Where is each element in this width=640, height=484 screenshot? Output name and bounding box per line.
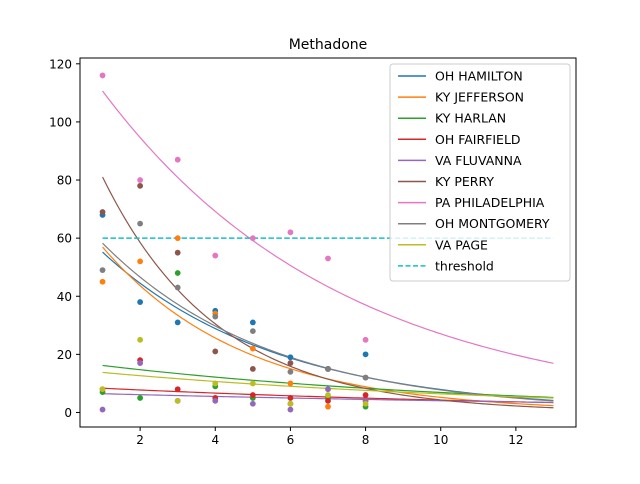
data-point-oh-montgomery	[362, 374, 369, 381]
legend-label-pa-philadelphia: PA PHILADELPHIA	[435, 195, 545, 210]
legend-label-oh-hamilton: OH HAMILTON	[435, 69, 523, 84]
data-point-pa-philadelphia	[362, 336, 369, 343]
data-point-oh-fairfield	[362, 392, 369, 398]
y-tick-label: 20	[57, 348, 72, 362]
x-tick-label: 10	[433, 433, 448, 447]
chart-title: Methadone	[289, 37, 368, 53]
y-tick-label: 80	[57, 174, 72, 188]
data-point-ky-jefferson	[174, 235, 181, 242]
data-point-ky-perry	[212, 348, 219, 355]
data-point-oh-fairfield	[325, 397, 331, 404]
legend-label-threshold: threshold	[435, 258, 494, 273]
legend-label-oh-montgomery: OH MONTGOMERY	[435, 216, 550, 231]
data-point-va-page	[99, 386, 106, 393]
y-tick-label: 40	[57, 290, 72, 304]
x-tick-label: 8	[362, 433, 370, 447]
plot-frame	[79, 57, 577, 428]
data-point-va-page	[174, 397, 181, 404]
data-point-oh-montgomery	[287, 368, 294, 375]
y-tick-label: 120	[49, 57, 72, 71]
fit-line-pa-philadelphia	[102, 90, 554, 364]
data-point-va-page	[287, 400, 294, 407]
data-point-pa-philadelphia	[174, 156, 181, 163]
data-point-pa-philadelphia	[99, 72, 106, 79]
data-point-va-page	[362, 400, 369, 407]
x-tick-label: 4	[211, 433, 219, 447]
data-point-oh-fairfield	[287, 395, 294, 401]
data-point-ky-perry	[287, 360, 294, 366]
data-point-va-page	[137, 336, 144, 343]
legend-label-va-page: VA PAGE	[435, 237, 488, 252]
data-point-va-page	[249, 380, 256, 387]
legend-box	[389, 63, 571, 282]
data-point-va-fluvanna	[212, 397, 219, 404]
legend-label-ky-harlan: KY HARLAN	[435, 111, 506, 126]
y-tick-label: 100	[49, 115, 72, 129]
data-point-va-fluvanna	[249, 400, 256, 407]
data-point-oh-montgomery	[249, 328, 256, 335]
data-point-oh-hamilton	[249, 319, 256, 326]
data-point-oh-hamilton	[287, 354, 294, 361]
data-point-oh-montgomery	[212, 313, 219, 320]
data-point-oh-hamilton	[362, 351, 369, 358]
data-point-ky-jefferson	[249, 345, 256, 352]
data-point-ky-harlan	[137, 395, 144, 401]
data-point-oh-fairfield	[174, 386, 181, 393]
x-tick-label: 2	[136, 433, 144, 447]
data-point-ky-jefferson	[287, 380, 294, 387]
legend-label-ky-jefferson: KY JEFFERSON	[435, 90, 524, 105]
data-point-ky-harlan	[174, 270, 181, 276]
y-tick-label: 60	[57, 232, 72, 246]
data-point-ky-jefferson	[99, 278, 106, 285]
data-point-oh-montgomery	[99, 267, 106, 274]
data-point-oh-montgomery	[174, 284, 181, 291]
data-point-ky-jefferson	[325, 403, 331, 410]
data-point-ky-perry	[249, 365, 256, 372]
legend-label-ky-perry: KY PERRY	[435, 174, 494, 189]
y-tick-label: 0	[64, 406, 72, 420]
data-point-ky-perry	[137, 182, 144, 189]
data-point-va-fluvanna	[99, 406, 106, 413]
legend: OH HAMILTON KY JEFFERSON KY HARLAN OH FAIRF…	[389, 63, 571, 282]
data-point-ky-perry	[99, 209, 106, 215]
data-point-pa-philadelphia	[287, 229, 294, 236]
data-point-va-fluvanna	[325, 386, 331, 393]
data-point-oh-hamilton	[174, 319, 181, 326]
data-point-oh-montgomery	[325, 365, 331, 372]
data-point-va-page	[325, 392, 331, 398]
x-tick-label: 6	[287, 433, 295, 447]
data-point-ky-perry	[174, 249, 181, 256]
data-point-va-fluvanna	[287, 406, 294, 413]
legend-label-va-fluvanna: VA FLUVANNA	[435, 153, 522, 168]
data-point-pa-philadelphia	[212, 252, 219, 259]
data-point-pa-philadelphia	[137, 177, 144, 183]
data-point-va-fluvanna	[137, 360, 144, 366]
data-point-pa-philadelphia	[249, 235, 256, 242]
data-point-pa-philadelphia	[325, 255, 331, 262]
data-point-oh-fairfield	[249, 392, 256, 398]
legend-label-oh-fairfield: OH FAIRFIELD	[435, 132, 521, 147]
data-point-oh-montgomery	[137, 220, 144, 227]
data-point-oh-hamilton	[137, 299, 144, 305]
x-tick-label: 12	[508, 433, 523, 447]
data-point-ky-jefferson	[137, 258, 144, 265]
data-point-va-page	[212, 380, 219, 387]
